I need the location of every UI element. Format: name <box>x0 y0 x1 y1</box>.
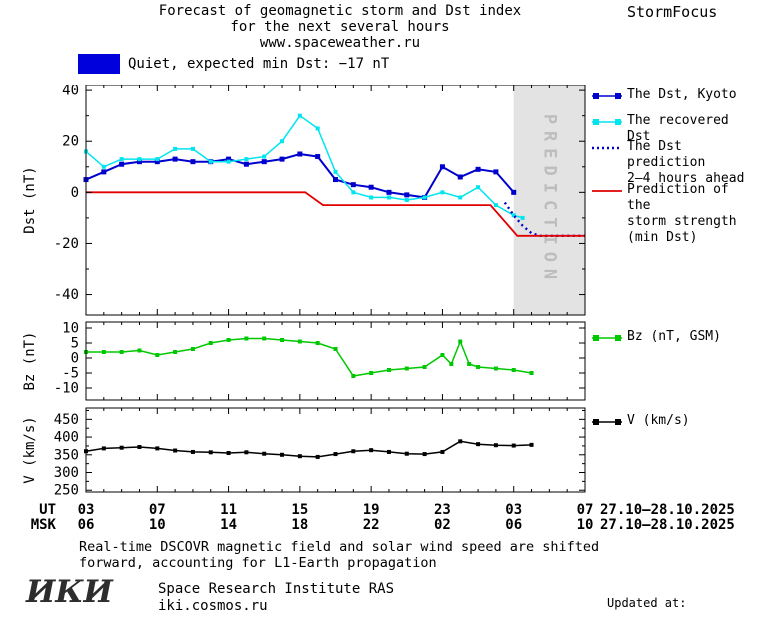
svg-text:06: 06 <box>505 517 522 533</box>
storm-strength-line-icon <box>592 185 622 195</box>
svg-text:400: 400 <box>54 430 79 446</box>
legend-label: 2–4 hours ahead <box>627 171 745 186</box>
legend-item-storm-strength: Prediction of the storm strength (min Ds… <box>592 182 760 246</box>
footnote-line2: forward, accounting for L1-Earth propaga… <box>79 555 437 571</box>
svg-text:5: 5 <box>71 336 79 352</box>
status-row: Quiet, expected min Dst: −17 nT <box>78 54 389 74</box>
svg-text:20: 20 <box>62 134 79 150</box>
svg-text:10: 10 <box>577 517 594 533</box>
svg-text:22: 22 <box>363 517 380 533</box>
dst-kyoto-line-icon <box>592 90 622 100</box>
svg-text:40: 40 <box>62 85 79 99</box>
svg-text:27.10–28.10.2025: 27.10–28.10.2025 <box>600 517 735 533</box>
legend-item-v: V (km/s) <box>592 413 690 429</box>
svg-text:15: 15 <box>291 502 308 518</box>
title-line1: Forecast of geomagnetic storm and Dst in… <box>158 3 522 19</box>
institute-name: Space Research Institute RAS <box>158 581 395 597</box>
legend-label: V (km/s) <box>627 413 690 428</box>
svg-text:Bz (nT): Bz (nT) <box>22 331 38 390</box>
dst-prediction-dotted-line-icon <box>592 142 622 152</box>
legend-item-dst-prediction: The Dst prediction 2–4 hours ahead <box>592 139 760 187</box>
quiet-level-swatch <box>78 54 120 74</box>
site-url: www.spaceweather.ru <box>259 35 421 51</box>
iki-logo: ИКИ <box>26 574 113 610</box>
footnote-line1: Real-time DSCOVR magnetic field and sola… <box>79 539 600 555</box>
svg-text:-40: -40 <box>54 287 79 303</box>
updated-label: Updated at: <box>607 596 687 610</box>
svg-text:07: 07 <box>577 502 594 518</box>
bz-line-icon <box>592 332 622 342</box>
svg-text:Dst (nT): Dst (nT) <box>22 166 38 233</box>
svg-text:18: 18 <box>291 517 308 533</box>
svg-text:UT: UT <box>39 502 56 518</box>
svg-text:-10: -10 <box>54 381 79 397</box>
brand-stormfocus: StormFocus <box>627 3 718 21</box>
svg-text:11: 11 <box>220 502 237 518</box>
recovered-dst-line-icon <box>592 116 622 126</box>
svg-text:27.10–28.10.2025: 27.10–28.10.2025 <box>600 502 735 518</box>
svg-text:10: 10 <box>62 321 79 337</box>
legend-label: (min Dst) <box>627 230 698 245</box>
page-title: Forecast of geomagnetic storm and Dst in… <box>60 3 620 51</box>
svg-text:10: 10 <box>149 517 166 533</box>
svg-text:450: 450 <box>54 412 79 428</box>
institute-site: iki.cosmos.ru <box>158 598 268 614</box>
svg-text:300: 300 <box>54 465 79 481</box>
svg-text:0: 0 <box>71 351 79 367</box>
svg-text:-5: -5 <box>62 366 79 382</box>
svg-text:03: 03 <box>505 502 522 518</box>
status-text: Quiet, expected min Dst: −17 nT <box>128 56 390 72</box>
legend-item-dst-kyoto: The Dst, Kyoto <box>592 87 737 103</box>
legend-label: storm strength <box>627 214 737 229</box>
svg-text:23: 23 <box>434 502 451 518</box>
svg-text:02: 02 <box>434 517 451 533</box>
legend-item-recovered-dst: The recovered Dst <box>592 113 760 145</box>
svg-text:V (km/s): V (km/s) <box>22 416 38 483</box>
legend-item-bz: Bz (nT, GSM) <box>592 329 721 345</box>
svg-text:250: 250 <box>54 483 79 499</box>
svg-text:MSK: MSK <box>31 517 57 533</box>
title-line2: for the next several hours <box>230 19 450 35</box>
svg-text:0: 0 <box>71 185 79 201</box>
updated-block: Updated at: UT 03:05, 28.10.2025 MSK 06:… <box>607 565 759 620</box>
svg-text:19: 19 <box>363 502 380 518</box>
legend-label: Bz (nT, GSM) <box>627 329 721 344</box>
v-line-icon <box>592 416 622 426</box>
svg-text:-20: -20 <box>54 236 79 252</box>
svg-text:PREDICTION: PREDICTION <box>539 114 559 286</box>
footnote: Real-time DSCOVR magnetic field and sola… <box>79 539 599 571</box>
svg-text:14: 14 <box>220 517 237 533</box>
legend-label: The Dst, Kyoto <box>627 87 737 102</box>
svg-text:06: 06 <box>78 517 95 533</box>
legend-label: Prediction of the <box>627 182 729 213</box>
legend-label: The recovered Dst <box>627 113 729 144</box>
svg-text:07: 07 <box>149 502 166 518</box>
svg-text:03: 03 <box>78 502 95 518</box>
legend-label: The Dst prediction <box>627 139 706 170</box>
svg-text:350: 350 <box>54 447 79 463</box>
